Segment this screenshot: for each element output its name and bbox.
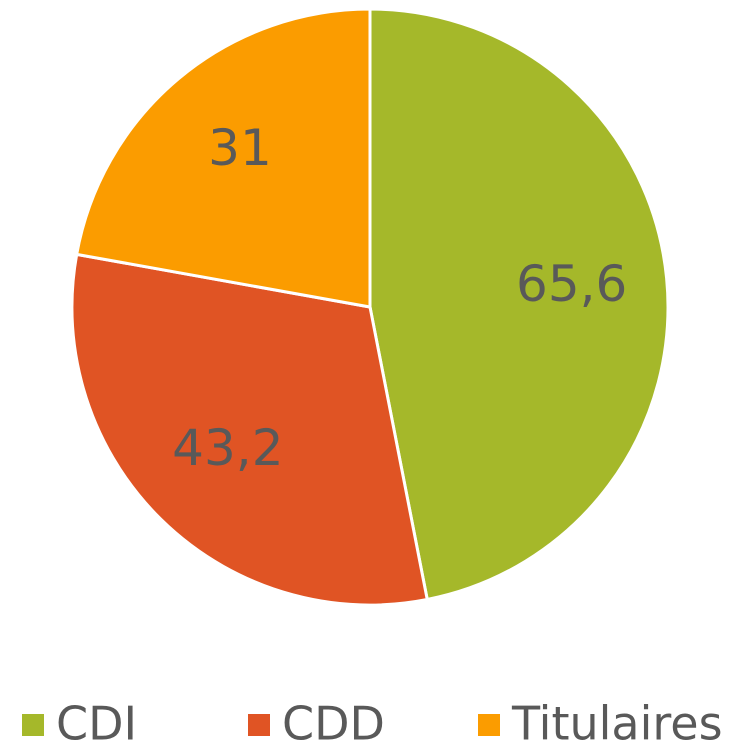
pie-slice [70,252,429,607]
legend-marker [248,714,270,736]
legend-label: CDD [282,697,385,751]
pie-slice [74,7,372,309]
legend-label: Titulaires [511,697,723,751]
pie-slice [368,7,670,602]
data-label: 31 [208,119,272,177]
legend-label: CDI [56,697,137,751]
legend-marker [22,714,44,736]
data-label: 65,6 [516,255,627,313]
data-label: 43,2 [172,419,283,477]
legend-marker [478,714,500,736]
